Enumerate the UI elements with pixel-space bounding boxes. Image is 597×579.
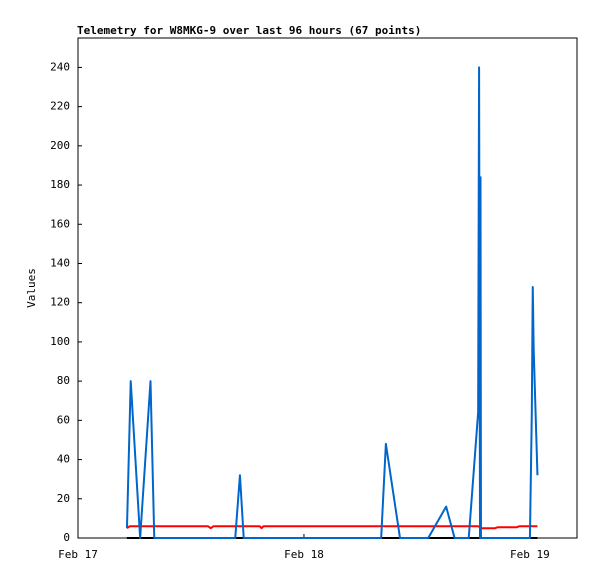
y-tick-label: 240	[50, 60, 70, 73]
x-tick-label: Feb 19	[510, 548, 550, 561]
series-line	[125, 66, 539, 539]
y-tick-label: 220	[50, 100, 70, 113]
y-tick-label: 160	[50, 217, 70, 230]
y-tick-label: 40	[57, 453, 70, 466]
y-tick-label: 100	[50, 335, 70, 348]
series-line	[126, 525, 538, 530]
y-tick-label: 120	[50, 296, 70, 309]
y-tick-label: 180	[50, 178, 70, 191]
y-axis-label: Values	[25, 268, 38, 308]
y-tick-label: 140	[50, 256, 70, 269]
y-tick-label: 60	[57, 413, 70, 426]
y-tick-label: 200	[50, 139, 70, 152]
x-tick-label: Feb 18	[284, 548, 324, 561]
x-tick-label: Feb 17	[58, 548, 98, 561]
y-tick-label: 20	[57, 492, 70, 505]
y-tick-label: 80	[57, 374, 70, 387]
y-tick-label: 0	[63, 531, 70, 544]
chart-title: Telemetry for W8MKG-9 over last 96 hours…	[77, 24, 421, 37]
